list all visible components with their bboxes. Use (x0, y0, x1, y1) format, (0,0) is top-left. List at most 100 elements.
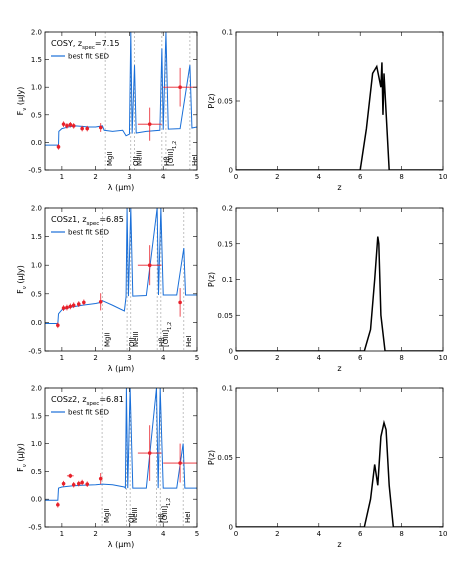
label-part: 1,2 (167, 322, 173, 330)
y-tick-label: 1.0 (31, 440, 42, 448)
frame (44, 207, 198, 352)
label-part: λ (μm) (108, 183, 134, 192)
y-tick-label: 0.0 (31, 139, 42, 147)
x-tick-label: 1 (60, 530, 64, 538)
y-tick-label: 0.5 (31, 111, 42, 119)
label-part: P(z) (207, 272, 216, 287)
point (147, 263, 152, 268)
label-part: ν (22, 286, 28, 289)
label-part: HeI (191, 154, 199, 166)
y-tick-label: 0.0 (31, 496, 42, 504)
line-marker-label: OII (128, 337, 136, 347)
label-part: [OIII] (161, 506, 169, 523)
series-line (236, 419, 443, 527)
label-part: NeIII (131, 507, 139, 523)
series-line (236, 236, 443, 351)
x-tick-label: 6 (358, 173, 363, 181)
annotation: COSz2, zspec=6.81 (51, 395, 124, 407)
label-part: OII (132, 156, 140, 166)
label-part: z (337, 183, 341, 192)
line-marker-label: Hβ (157, 513, 165, 523)
legend-label: best fit SED (68, 229, 109, 237)
point (56, 323, 60, 328)
x-tick-label: 8 (399, 530, 403, 538)
line-marker-label: MgII (106, 151, 114, 166)
label-part: OII (128, 337, 136, 347)
x-tick-label: 4 (317, 173, 322, 181)
x-tick-label: 0 (234, 173, 238, 181)
x-tick-label: 5 (195, 354, 199, 362)
x-tick-label: 1 (60, 354, 64, 362)
y-tick-label: 2.0 (31, 29, 42, 37)
line-marker-label: OII (132, 156, 140, 166)
label-part: [OIII] (162, 330, 170, 347)
point (85, 482, 90, 486)
y-tick-label: 0.5 (31, 468, 42, 476)
y-tick-label: -0.5 (28, 348, 42, 356)
y-axis-label: P(z) (207, 272, 216, 287)
label-part: MgII (106, 151, 114, 166)
label-part: COSY, z (51, 39, 82, 48)
y-tick-label: 1.5 (31, 56, 42, 64)
label-part: (μJy) (16, 443, 25, 464)
label-part: NeIII (136, 150, 144, 166)
frame (44, 31, 198, 171)
point (71, 303, 76, 308)
point (147, 451, 152, 455)
line-marker-label: MgII (103, 332, 111, 347)
y-tick-label: 0 (229, 348, 233, 356)
x-tick-label: 1 (60, 173, 64, 181)
line-marker-label: [OIII]1,2 (167, 141, 178, 166)
label-part: HeI (184, 511, 192, 523)
x-tick-label: 2 (275, 173, 279, 181)
label-part: =6.81 (99, 395, 124, 404)
x-tick-label: 2 (275, 354, 279, 362)
label-part: (μJy) (16, 87, 25, 108)
point (61, 306, 66, 310)
y-tick-label: 2.0 (31, 385, 42, 393)
x-tick-label: 2 (93, 530, 97, 538)
label-part: HeI (185, 335, 193, 347)
y-tick-label: 1.5 (31, 233, 42, 241)
line-marker-label: Hβ (158, 337, 166, 347)
x-axis-label: λ (μm) (108, 183, 134, 192)
label-part: 1,2 (166, 498, 172, 506)
x-tick-label: 2 (93, 173, 97, 181)
line-marker-label: NeIII (136, 150, 144, 166)
x-tick-label: 4 (317, 530, 322, 538)
y-tick-label: -0.5 (28, 167, 42, 175)
line-marker-label: HeI (185, 335, 193, 347)
x-tick-label: 10 (439, 173, 448, 181)
point (85, 126, 90, 131)
x-tick-label: 4 (161, 354, 166, 362)
y-axis-label: P(z) (207, 450, 216, 465)
x-tick-label: 6 (358, 354, 363, 362)
point (56, 502, 60, 507)
y-axis-label: Fν (μJy) (16, 265, 28, 294)
frame (235, 207, 444, 352)
y-tick-label: 0.0 (31, 319, 42, 327)
annotation: COSz1, zspec=6.85 (51, 215, 124, 227)
label-part: [OIII] (167, 149, 175, 166)
x-tick-label: 8 (399, 173, 403, 181)
x-tick-label: 4 (317, 354, 322, 362)
point (61, 122, 66, 126)
label-part: spec (87, 401, 100, 407)
line-marker-label: NeIII (132, 331, 140, 347)
label-part: ν (22, 108, 28, 111)
point (68, 122, 73, 127)
series-line (45, 388, 197, 501)
label-part: 1,2 (172, 141, 178, 149)
label-part: Hβ (157, 513, 165, 523)
x-tick-label: 4 (161, 173, 166, 181)
x-tick-label: 8 (399, 354, 403, 362)
frame (235, 387, 444, 528)
y-axis-label: Fν (μJy) (16, 87, 28, 116)
plot (236, 419, 443, 527)
label-part: λ (μm) (108, 540, 134, 549)
annotation: COSY, zspec=7.15 (51, 39, 119, 51)
point (61, 481, 66, 486)
line-marker-label: [OIII]1,2 (161, 498, 172, 523)
y-tick-label: 1.5 (31, 412, 42, 420)
